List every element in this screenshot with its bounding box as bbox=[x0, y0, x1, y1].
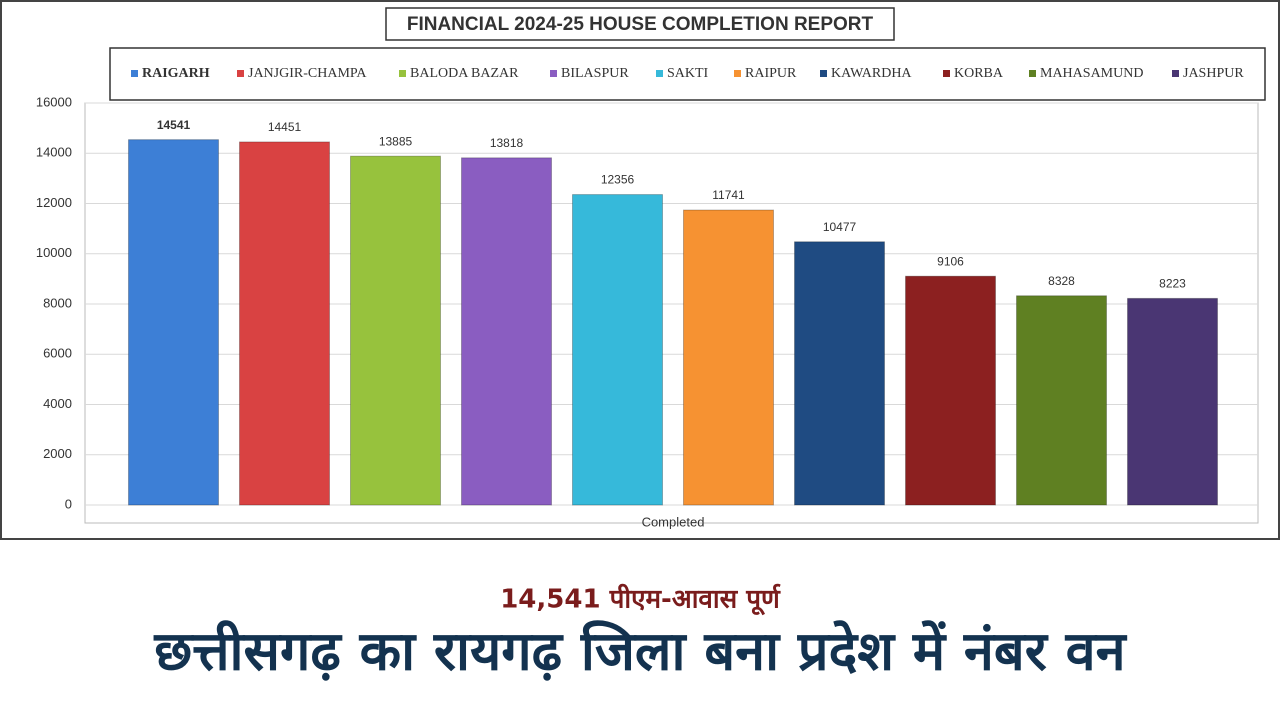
legend-label: SAKTI bbox=[667, 66, 709, 81]
legend-label: KAWARDHA bbox=[831, 66, 912, 81]
legend-label: MAHASAMUND bbox=[1040, 66, 1143, 81]
bar bbox=[572, 194, 663, 506]
bar bbox=[239, 141, 330, 506]
data-label: 13818 bbox=[490, 136, 524, 150]
y-tick-label: 10000 bbox=[36, 245, 72, 260]
legend-swatch bbox=[943, 70, 950, 77]
legend-box bbox=[109, 47, 1266, 101]
caption-headline: छत्तीसगढ़ का रायगढ़ जिला बना प्रदेश में … bbox=[153, 620, 1127, 683]
y-tick-label: 12000 bbox=[36, 195, 72, 210]
y-tick-label: 0 bbox=[65, 496, 72, 511]
legend-swatch bbox=[1172, 70, 1179, 77]
bar bbox=[1016, 295, 1107, 506]
y-tick-label: 16000 bbox=[36, 94, 72, 109]
legend-label: KORBA bbox=[954, 66, 1004, 81]
data-label: 14451 bbox=[268, 120, 302, 134]
legend-label: JANJGIR-CHAMPA bbox=[248, 66, 367, 81]
y-tick-label: 8000 bbox=[43, 295, 72, 310]
legend-label: JASHPUR bbox=[1183, 66, 1244, 81]
legend-swatch bbox=[820, 70, 827, 77]
legend-label: BILASPUR bbox=[561, 66, 629, 81]
legend-swatch bbox=[131, 70, 138, 77]
legend-label: RAIPUR bbox=[745, 66, 797, 81]
legend-label: BALODA BAZAR bbox=[410, 66, 519, 81]
data-label: 8223 bbox=[1159, 277, 1186, 291]
data-label: 8328 bbox=[1048, 274, 1075, 288]
data-label: 11741 bbox=[712, 188, 745, 202]
y-tick-label: 14000 bbox=[36, 145, 72, 160]
legend-swatch bbox=[550, 70, 557, 77]
bar bbox=[794, 241, 885, 506]
data-label: 9106 bbox=[937, 254, 964, 268]
data-label: 13885 bbox=[379, 134, 413, 148]
chart-title: FINANCIAL 2024-25 HOUSE COMPLETION REPOR… bbox=[407, 14, 874, 35]
data-label: 10477 bbox=[823, 220, 857, 234]
bar bbox=[905, 275, 996, 506]
legend-swatch bbox=[237, 70, 244, 77]
y-tick-label: 2000 bbox=[43, 446, 72, 461]
title-box bbox=[385, 7, 895, 41]
y-tick-label: 6000 bbox=[43, 346, 72, 361]
caption-highlight: 14,541 पीएम-आवास पूर्ण bbox=[500, 584, 781, 616]
legend-swatch bbox=[734, 70, 741, 77]
data-label: 14541 bbox=[157, 118, 191, 132]
bar bbox=[461, 157, 552, 506]
bar bbox=[128, 139, 219, 506]
legend-swatch bbox=[399, 70, 406, 77]
legend-swatch bbox=[1029, 70, 1036, 77]
bar bbox=[350, 155, 441, 506]
legend-label: RAIGARH bbox=[142, 66, 210, 81]
x-tick-label: Completed bbox=[642, 514, 705, 529]
data-label: 12356 bbox=[601, 173, 635, 187]
bar bbox=[683, 209, 774, 506]
bar bbox=[1127, 297, 1218, 506]
y-tick-label: 4000 bbox=[43, 396, 72, 411]
legend-swatch bbox=[656, 70, 663, 77]
